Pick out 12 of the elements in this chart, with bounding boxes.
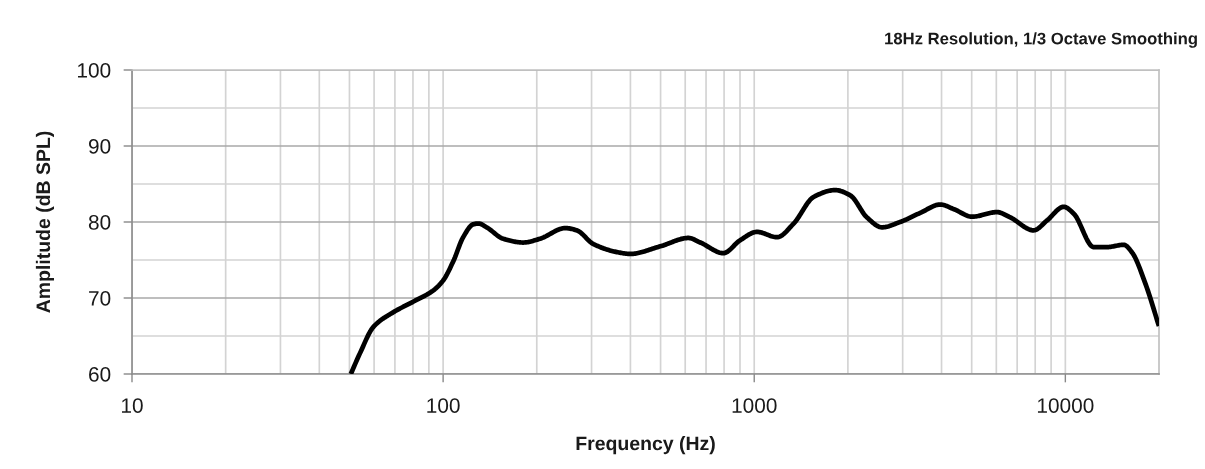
y-axis-title: Amplitude (dB SPL) bbox=[35, 131, 54, 313]
x-tick-label: 10 bbox=[122, 398, 143, 413]
y-tick-label: 70 bbox=[89, 291, 111, 306]
x-tick-label: 100 bbox=[427, 398, 460, 413]
y-tick-label: 90 bbox=[88, 139, 111, 154]
x-axis-title: Frequency (Hz) bbox=[576, 436, 715, 455]
x-tick-label: 1000 bbox=[732, 398, 777, 413]
y-tick-label: 60 bbox=[89, 367, 111, 382]
x-tick-label: 10000 bbox=[1037, 398, 1094, 413]
y-tick-label: 100 bbox=[78, 63, 111, 78]
chart-title: 18Hz Resolution, 1/3 Octave Smoothing bbox=[885, 32, 1197, 48]
y-tick-label: 80 bbox=[88, 215, 111, 230]
